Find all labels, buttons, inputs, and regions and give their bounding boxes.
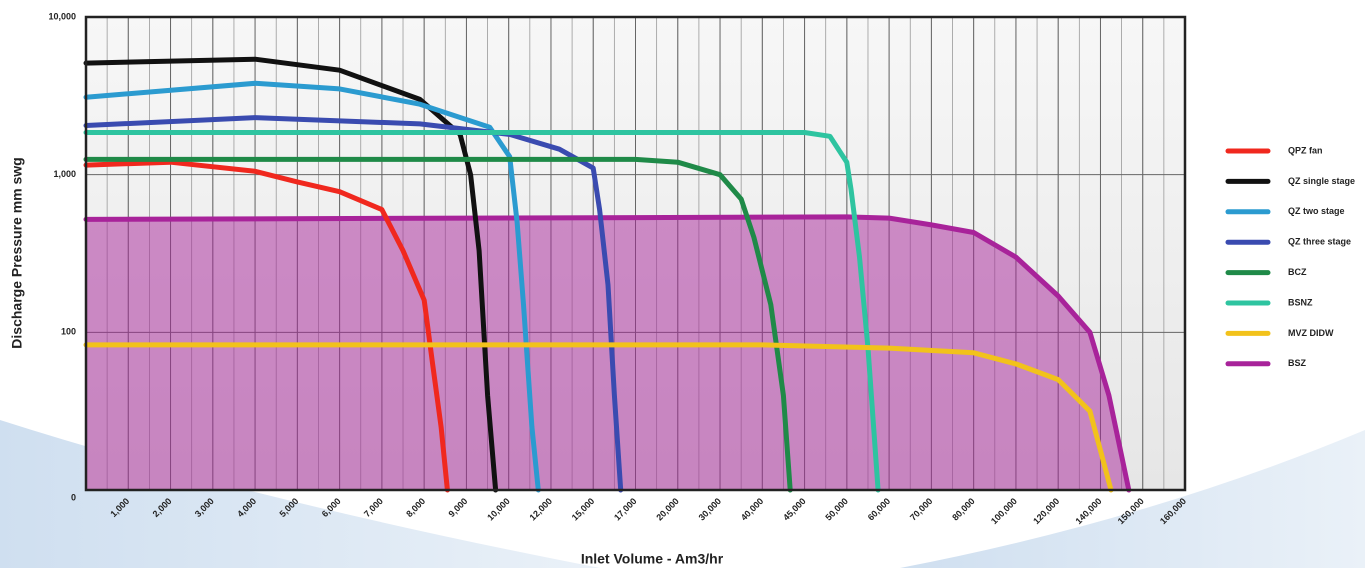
x-tick-label: 80,000 <box>950 496 977 523</box>
x-tick-label: 15,000 <box>570 496 597 523</box>
legend-label: BCZ <box>1288 267 1307 277</box>
background-swoosh <box>900 430 1365 568</box>
series-line <box>83 156 793 493</box>
x-tick-label: 70,000 <box>908 496 935 523</box>
x-tick-label: 10,000 <box>485 496 512 523</box>
x-tick-label: 17,000 <box>612 496 639 523</box>
x-tick-label: 7,000 <box>362 496 385 519</box>
x-tick-label: 45,000 <box>781 496 808 523</box>
x-tick-label: 30,000 <box>697 496 724 523</box>
x-tick-label: 20,000 <box>654 496 681 523</box>
legend-label: QZ single stage <box>1288 176 1355 186</box>
marks <box>83 56 1132 493</box>
y-tick-label: 1,000 <box>53 169 76 179</box>
series-line <box>83 214 1132 493</box>
legend-label: BSZ <box>1288 358 1307 368</box>
series-line <box>83 130 881 493</box>
x-axis-label: Inlet Volume - Am3/hr <box>581 551 724 567</box>
y-tick-label: 0 <box>71 492 76 502</box>
x-tick-label: 40,000 <box>739 496 766 523</box>
x-tick-label: 60,000 <box>866 496 893 523</box>
legend-label: QPZ fan <box>1288 145 1323 155</box>
series-line <box>83 80 541 493</box>
y-tick-label: 100 <box>61 327 76 337</box>
legend-label: QZ two stage <box>1288 206 1345 216</box>
x-tick-label: 50,000 <box>823 496 850 523</box>
legend-label: BSNZ <box>1288 297 1313 307</box>
x-tick-label: 9,000 <box>447 496 470 519</box>
x-tick-label: 12,000 <box>528 496 555 523</box>
area-fill <box>86 216 1129 490</box>
series-line <box>83 159 450 493</box>
plot-frame <box>84 15 1187 492</box>
y-tick-label: 10,000 <box>48 11 76 21</box>
background-swoosh <box>0 420 600 568</box>
legend: QPZ fan QZ single stage QZ two stage QZ thr… <box>1225 145 1355 368</box>
legend-label: QZ three stage <box>1288 237 1351 247</box>
x-tick-label: 140,000 <box>1073 496 1103 526</box>
y-axis-label: Discharge Pressure mm swg <box>9 157 25 348</box>
x-tick-label: 100,000 <box>989 496 1019 526</box>
x-tick-label: 8,000 <box>404 496 427 519</box>
x-tick-label: 120,000 <box>1031 496 1061 526</box>
legend-label: MVZ DIDW <box>1288 328 1334 338</box>
series-line <box>83 342 1114 493</box>
